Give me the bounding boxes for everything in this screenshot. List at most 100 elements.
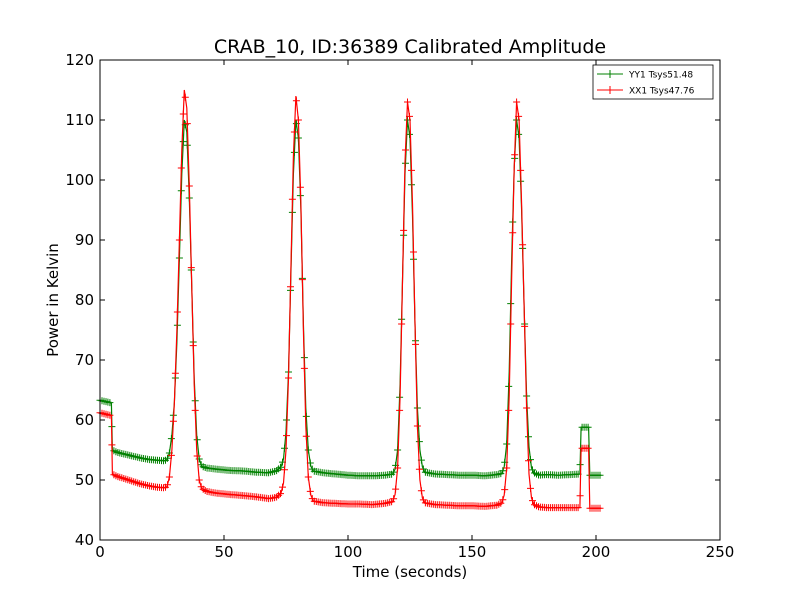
data-point-marker [304, 446, 312, 454]
data-point-marker [181, 93, 189, 101]
data-point-marker [412, 340, 419, 348]
data-point-marker [410, 248, 417, 256]
data-point-marker [302, 432, 310, 440]
data-point-marker [511, 151, 519, 159]
data-point-marker [402, 146, 409, 154]
data-point-marker [165, 473, 173, 481]
data-point-marker [179, 138, 187, 146]
data-point-marker [515, 112, 523, 120]
y-tick-label: 70 [75, 351, 94, 369]
data-point-marker [576, 492, 584, 500]
legend-box [592, 64, 714, 100]
data-point-marker [497, 499, 505, 507]
data-point-marker [390, 468, 398, 476]
data-point-marker [509, 229, 517, 237]
data-point-marker [515, 130, 523, 138]
legend-label-yy1: YY1 Tsys51.48 [628, 71, 693, 81]
data-point-marker [390, 495, 398, 503]
data-point-marker [185, 182, 193, 190]
x-tick-label: 150 [458, 543, 487, 561]
data-point-marker [167, 435, 175, 443]
data-point-marker [183, 120, 191, 128]
data-point-marker [501, 486, 509, 494]
data-point-marker [106, 411, 114, 419]
x-tick-label: 50 [214, 543, 233, 561]
data-point-marker [277, 463, 284, 471]
data-point-marker [505, 406, 513, 414]
y-tick-label: 80 [75, 291, 94, 309]
legend: YY1 Tsys51.48 XX1 Tsys47.76 [592, 64, 714, 100]
data-point-marker [304, 473, 312, 481]
y-tick-label: 90 [75, 231, 94, 249]
data-point-marker [527, 484, 534, 492]
data-point-marker [521, 322, 529, 330]
data-point-marker [298, 276, 306, 284]
data-point-marker [499, 467, 507, 475]
data-point-marker [187, 264, 195, 272]
data-point-marker [195, 476, 203, 484]
data-point-marker [300, 364, 308, 372]
data-point-marker [302, 412, 310, 420]
data-point-marker [406, 130, 413, 138]
data-point-marker [519, 241, 527, 249]
legend-marker-xx1 [606, 86, 614, 94]
data-point-marker [417, 487, 425, 495]
data-point-marker [507, 320, 515, 328]
data-point-marker [294, 116, 302, 124]
data-point-marker [584, 444, 592, 452]
data-point-marker [596, 471, 604, 479]
data-point-marker [517, 166, 525, 174]
data-point-marker [108, 441, 116, 449]
data-point-marker [408, 166, 415, 174]
data-point-marker [576, 461, 584, 469]
y-tick-label: 110 [65, 111, 94, 129]
x-axis-label: Time (seconds) [352, 563, 468, 581]
data-point-marker [525, 457, 532, 465]
data-point-marker [503, 440, 511, 448]
data-point-marker [193, 452, 201, 460]
data-point-marker [392, 485, 400, 493]
y-tick-label: 60 [75, 411, 94, 429]
data-point-marker [503, 464, 511, 472]
legend-marker-yy1 [606, 70, 614, 78]
data-point-marker [406, 112, 413, 120]
x-tick-label: 200 [582, 543, 611, 561]
data-point-marker [574, 504, 582, 512]
data-point-marker [287, 283, 294, 291]
data-point-marker [529, 497, 536, 505]
plot-frame [99, 59, 721, 541]
data-point-marker [189, 342, 197, 350]
data-point-marker [191, 406, 199, 414]
data-point-marker [288, 195, 296, 203]
y-tick-label: 40 [75, 531, 94, 549]
data-point-marker [513, 98, 521, 106]
chart-title: CRAB_10, ID:36389 Calibrated Amplitude [214, 36, 606, 58]
data-point-marker [164, 481, 171, 489]
data-point-marker [584, 423, 592, 431]
data-point-marker [177, 164, 185, 172]
y-tick-label: 120 [65, 51, 94, 69]
data-point-marker [179, 110, 187, 118]
series-layer [96, 89, 604, 512]
x-tick-label: 250 [706, 543, 735, 561]
y-axis-label: Power in Kelvin [44, 243, 62, 357]
data-point-marker [415, 465, 423, 473]
data-point-marker [279, 483, 286, 491]
data-point-marker [400, 226, 408, 234]
data-point-marker [404, 98, 411, 106]
y-tick-label: 50 [75, 471, 94, 489]
data-point-marker [413, 422, 421, 430]
data-point-marker [415, 438, 423, 446]
data-point-marker [398, 320, 406, 328]
data-point-marker [394, 464, 402, 472]
data-point-marker [499, 496, 507, 504]
data-point-marker [281, 444, 288, 452]
data-point-marker [167, 451, 175, 459]
data-point-marker [290, 128, 298, 136]
data-point-marker [292, 97, 300, 105]
data-point-marker [175, 236, 183, 244]
axes-layer: 0 50 100 150 200 250 40 50 60 70 80 90 100 110 120 [65, 51, 734, 561]
series-xx1 [96, 89, 604, 512]
